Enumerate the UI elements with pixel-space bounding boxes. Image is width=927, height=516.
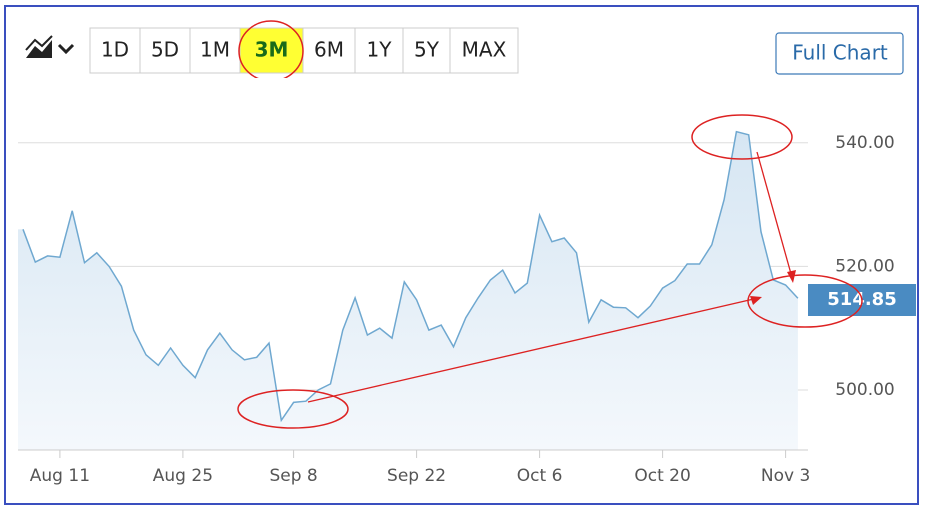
- range-label[interactable]: 6M: [314, 38, 344, 62]
- range-button[interactable]: [189, 27, 241, 74]
- range-button[interactable]: [239, 27, 304, 74]
- range-label[interactable]: 1M: [200, 38, 230, 62]
- x-tick-label: Aug 25: [153, 466, 213, 486]
- arrow-head: [750, 296, 762, 305]
- range-label[interactable]: 1Y: [367, 38, 393, 62]
- x-tick-label: Sep 22: [387, 466, 446, 486]
- range-button[interactable]: [354, 27, 404, 74]
- x-tick-label: Nov 3: [761, 466, 810, 486]
- price-line: [22, 130, 799, 423]
- range-label[interactable]: 5Y: [414, 38, 440, 62]
- range-label[interactable]: 5D: [151, 38, 179, 62]
- full-chart-label[interactable]: Full Chart: [792, 41, 888, 65]
- annotation-arrow: [307, 297, 759, 403]
- x-tick-label: Oct 6: [517, 466, 563, 486]
- annotation-circle: [237, 389, 349, 429]
- range-button[interactable]: [139, 27, 191, 74]
- range-label[interactable]: MAX: [462, 38, 507, 62]
- range-button[interactable]: [449, 27, 519, 74]
- chart-type-icon[interactable]: [25, 35, 75, 58]
- y-tick-label: 540.00: [835, 133, 894, 153]
- annotation-arrow: [756, 151, 794, 282]
- range-button[interactable]: [402, 27, 451, 74]
- full-chart-button[interactable]: [775, 32, 904, 75]
- y-tick-label: 500.00: [835, 380, 894, 400]
- y-tick-label: 520.00: [835, 256, 894, 276]
- annotation-circle: [747, 274, 863, 328]
- arrow-head: [787, 270, 796, 283]
- range-label[interactable]: 3M: [255, 38, 289, 62]
- x-tick-label: Aug 11: [30, 466, 90, 486]
- range-label[interactable]: 1D: [101, 38, 129, 62]
- annotation-circle: [691, 114, 793, 160]
- x-tick-label: Sep 8: [269, 466, 317, 486]
- area: [18, 131, 798, 450]
- x-tick-label: Oct 20: [634, 466, 690, 486]
